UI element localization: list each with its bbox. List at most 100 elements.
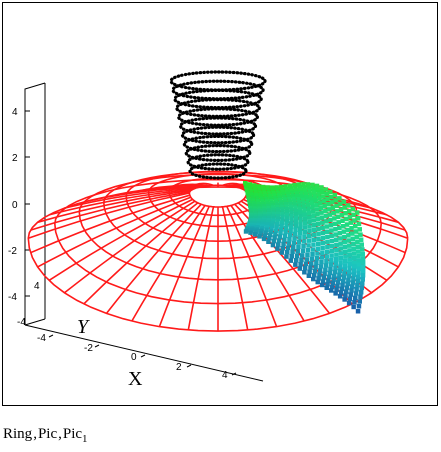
surface-point bbox=[275, 188, 280, 193]
surface-point bbox=[246, 194, 251, 199]
surface-point bbox=[295, 193, 300, 199]
expr-separator: , bbox=[58, 426, 62, 442]
surface-point bbox=[344, 216, 349, 222]
surface-point bbox=[283, 229, 288, 235]
surface-point bbox=[261, 201, 266, 207]
surface-point bbox=[351, 268, 357, 273]
surface-point bbox=[289, 207, 294, 213]
surface-point bbox=[302, 225, 308, 230]
surface-point bbox=[293, 223, 299, 228]
surface-point bbox=[291, 240, 297, 246]
surface-point bbox=[284, 186, 289, 192]
surface-point bbox=[342, 239, 347, 245]
surface-point bbox=[328, 262, 334, 267]
surface-point bbox=[288, 228, 293, 234]
surface-point bbox=[319, 210, 324, 215]
surface-point bbox=[258, 193, 264, 199]
surface-point bbox=[266, 188, 271, 193]
surface-point bbox=[338, 255, 343, 261]
surface-point bbox=[346, 273, 352, 279]
surface-point bbox=[263, 230, 268, 235]
surface-point bbox=[351, 241, 356, 247]
surface-point bbox=[280, 214, 285, 220]
surface-point bbox=[335, 283, 340, 289]
surface-point bbox=[338, 241, 343, 246]
surface-point bbox=[251, 198, 256, 203]
surface-point bbox=[330, 205, 336, 210]
surface-point bbox=[355, 278, 361, 284]
surface-point bbox=[294, 253, 300, 259]
surface-point bbox=[280, 217, 285, 222]
expr-pic1-subscript: 1 bbox=[82, 433, 88, 445]
region-expression[interactable]: Ring,Pic,Pic1 bbox=[3, 426, 88, 445]
ring-black-dotted bbox=[169, 70, 267, 180]
surface-point bbox=[291, 196, 297, 202]
expr-pic: Pic bbox=[37, 426, 58, 442]
surface-point bbox=[279, 220, 285, 225]
surface-point bbox=[356, 266, 361, 272]
surface-point bbox=[328, 266, 333, 272]
surface-point bbox=[305, 247, 311, 253]
surface-point bbox=[302, 212, 307, 217]
surface-point bbox=[295, 249, 300, 254]
mesh-spoke bbox=[37, 189, 191, 224]
surface-point bbox=[325, 234, 330, 240]
surface-point bbox=[307, 233, 312, 239]
plot-region[interactable]: 4 2 0 -2 -4 -4 -2 0 2 4 -4 4 X Y bbox=[2, 2, 438, 406]
x-axis-ticks bbox=[48, 334, 237, 376]
surface-point bbox=[333, 261, 339, 266]
surface-point bbox=[356, 258, 361, 263]
surface-point bbox=[306, 238, 312, 243]
surface-point bbox=[282, 233, 288, 239]
surface-point bbox=[287, 199, 293, 204]
mesh-spoke bbox=[30, 191, 190, 231]
surface-point bbox=[249, 189, 254, 194]
mesh-spoke bbox=[28, 192, 190, 239]
surface-point bbox=[244, 187, 250, 193]
surface-point bbox=[261, 188, 267, 193]
surface-point bbox=[284, 207, 290, 212]
mesh-spoke bbox=[187, 182, 214, 189]
surface-point bbox=[267, 193, 273, 199]
surface-point bbox=[307, 219, 312, 225]
surface-point bbox=[315, 246, 321, 251]
surface-point bbox=[302, 270, 307, 275]
surface-point bbox=[302, 208, 307, 213]
surface-point bbox=[310, 204, 315, 210]
surface-point bbox=[306, 243, 311, 248]
surface-point bbox=[298, 214, 303, 219]
surface-point bbox=[280, 209, 285, 214]
surface-point bbox=[358, 237, 364, 242]
surface-point bbox=[342, 244, 348, 250]
surface-point bbox=[299, 257, 304, 263]
surface-point bbox=[334, 287, 339, 292]
surface-point bbox=[355, 244, 361, 249]
surface-point bbox=[255, 196, 260, 201]
surface-point bbox=[329, 288, 334, 293]
surface-point bbox=[283, 184, 288, 189]
surface-point bbox=[321, 275, 327, 280]
surface-point bbox=[347, 296, 353, 301]
surface-point bbox=[297, 185, 303, 190]
surface-point bbox=[281, 192, 286, 197]
surface-point bbox=[311, 273, 317, 278]
surface-point bbox=[282, 237, 287, 243]
surface-point bbox=[311, 190, 317, 195]
surface-point bbox=[252, 183, 257, 188]
surface-point bbox=[333, 227, 338, 232]
surface-point bbox=[356, 270, 361, 276]
surface-point bbox=[339, 212, 345, 218]
surface-point bbox=[275, 219, 280, 224]
surface-point bbox=[301, 182, 306, 187]
surface-point bbox=[347, 269, 352, 275]
surface-point bbox=[353, 229, 359, 234]
surface-point bbox=[307, 215, 312, 220]
surface-point bbox=[254, 193, 259, 198]
surface-point bbox=[260, 199, 265, 204]
surface-point bbox=[292, 182, 297, 188]
surface-point bbox=[300, 197, 306, 203]
surface-point bbox=[308, 192, 313, 198]
surface-point bbox=[292, 199, 297, 204]
surface-point bbox=[275, 216, 281, 221]
surface-point bbox=[310, 209, 316, 214]
